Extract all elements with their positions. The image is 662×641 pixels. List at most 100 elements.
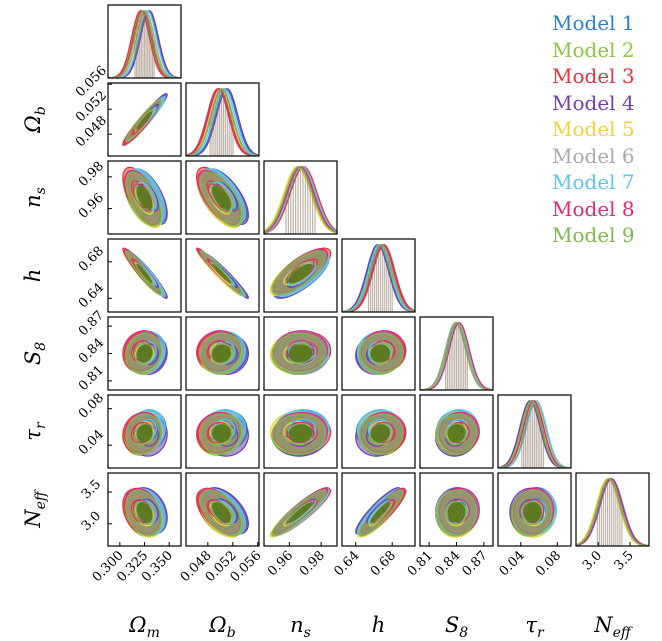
marginal-bar <box>153 40 155 78</box>
xlabel-h: h <box>372 613 386 637</box>
ytick-label-n_s: 0.98 <box>76 159 107 190</box>
marginal-Omega_b-8 <box>186 88 259 156</box>
marginal-bar <box>285 196 287 234</box>
marginal-bar <box>539 416 541 468</box>
marginal-bar <box>619 501 621 546</box>
marginal-bar <box>598 501 600 546</box>
contour-inner-9 <box>210 423 233 445</box>
panel-h-vs-n_s <box>263 238 338 313</box>
marginal-N_eff-8 <box>576 478 649 546</box>
marginal-bar <box>228 104 230 156</box>
panel-N_eff-vs-tau_r: 0.04 0.08 <box>497 472 572 579</box>
ylabel-N_eff: Neff <box>21 489 49 529</box>
xlabel-Omega_m: Ωm <box>128 613 160 641</box>
panel-frame <box>341 394 416 469</box>
y-axis-labels: Ωb ns h S8 τr Neff <box>21 106 49 529</box>
marginal-bar <box>381 245 383 312</box>
marginal-bar <box>606 479 609 546</box>
contour-core <box>212 344 232 363</box>
marginal-N_eff-9 <box>576 478 649 546</box>
marginal-bar <box>369 267 372 312</box>
xlabel-tau_r: τr <box>525 613 545 641</box>
contour-core <box>288 344 313 363</box>
legend-entry-9: Model 9 <box>552 223 635 247</box>
marginal-bar <box>526 409 528 468</box>
ytick-label-n_s: 0.96 <box>76 191 107 222</box>
marginal-bar <box>226 97 228 156</box>
panel-frame <box>107 394 182 469</box>
marginal-bar <box>151 33 154 78</box>
marginal-bar <box>617 494 619 546</box>
marginal-bar <box>148 19 150 78</box>
marginal-bar <box>602 487 605 546</box>
marginal-bar <box>140 15 142 78</box>
marginal-bar <box>535 405 537 468</box>
contour-inner-9 <box>445 423 468 445</box>
panel-n_s-vs-Omega_b <box>185 160 260 235</box>
marginal-bar <box>304 171 306 234</box>
legend-entry-1: Model 1 <box>552 11 635 35</box>
marginal-bar <box>373 253 376 312</box>
marginal-bar <box>454 323 456 390</box>
marginal-bar <box>290 182 292 234</box>
marginal-bar <box>297 167 299 234</box>
legend-entry-8: Model 8 <box>552 196 635 221</box>
panel-h-vs-h <box>341 238 416 313</box>
marginal-bar <box>220 88 223 156</box>
marginal-bar <box>466 352 468 390</box>
ytick-label-h: 0.68 <box>76 244 107 275</box>
contour-core <box>370 424 391 443</box>
marginal-bar <box>150 26 152 78</box>
xtick-label-N_eff: 3.5 <box>612 548 637 573</box>
marginal-bar <box>615 487 617 546</box>
panel-h-vs-Omega_m: 0.64 0.68 <box>76 238 182 313</box>
contour-core <box>523 502 542 523</box>
marginal-bar <box>596 508 598 546</box>
contour-core <box>370 344 391 363</box>
marginal-bar <box>314 196 316 234</box>
marginal-tau_r-8 <box>498 400 571 468</box>
marginal-bar <box>209 118 211 156</box>
legend-entry-4: Model 4 <box>552 90 635 115</box>
marginal-bar <box>389 267 391 312</box>
ylabel-h: h <box>21 269 45 283</box>
marginal-bar <box>292 175 294 234</box>
panel-frame <box>185 82 260 157</box>
panel-S_8-vs-h <box>341 316 416 391</box>
panel-frame <box>341 316 416 391</box>
contour-inner-8 <box>286 421 315 444</box>
marginal-bar <box>530 401 532 468</box>
marginal-bar <box>309 182 311 234</box>
panel-frame <box>575 472 650 547</box>
marginal-bar <box>232 118 234 156</box>
ytick-label-S_8: 0.81 <box>76 363 107 394</box>
contour-core <box>136 110 153 130</box>
contour-core <box>212 263 232 284</box>
contour-core <box>288 502 313 523</box>
marginal-bar <box>446 345 449 390</box>
panel-frame <box>185 160 260 235</box>
marginal-bar <box>385 253 387 312</box>
legend-entry-6: Model 6 <box>552 143 635 168</box>
marginal-bar <box>145 11 147 78</box>
marginal-bar <box>455 322 458 390</box>
panel-frame <box>263 238 338 313</box>
legend-entry-3: Model 3 <box>552 64 635 88</box>
contour-core <box>136 185 153 210</box>
xtick-label-tau_r: 0.08 <box>533 548 564 579</box>
xtick-label-S_8: 0.87 <box>460 548 491 579</box>
panel-n_s-vs-n_s <box>263 160 338 235</box>
xlabel-Omega_b: Ωb <box>208 613 235 641</box>
x-axis-labels: Ωm Ωb ns h S8 τr Neff <box>128 613 633 641</box>
marginal-bar <box>621 508 623 546</box>
legend-entry-7: Model 7 <box>552 170 635 194</box>
marginal-bar <box>463 338 465 390</box>
panel-frame <box>341 472 416 547</box>
panel-N_eff-vs-S_8: 0.810.840.87 <box>405 472 494 579</box>
marginal-bar <box>452 327 454 390</box>
marginal-bar <box>139 19 141 78</box>
xtick-label-n_s: 0.98 <box>297 548 328 579</box>
marginal-bar <box>143 10 146 78</box>
marginal-bar <box>287 189 289 234</box>
